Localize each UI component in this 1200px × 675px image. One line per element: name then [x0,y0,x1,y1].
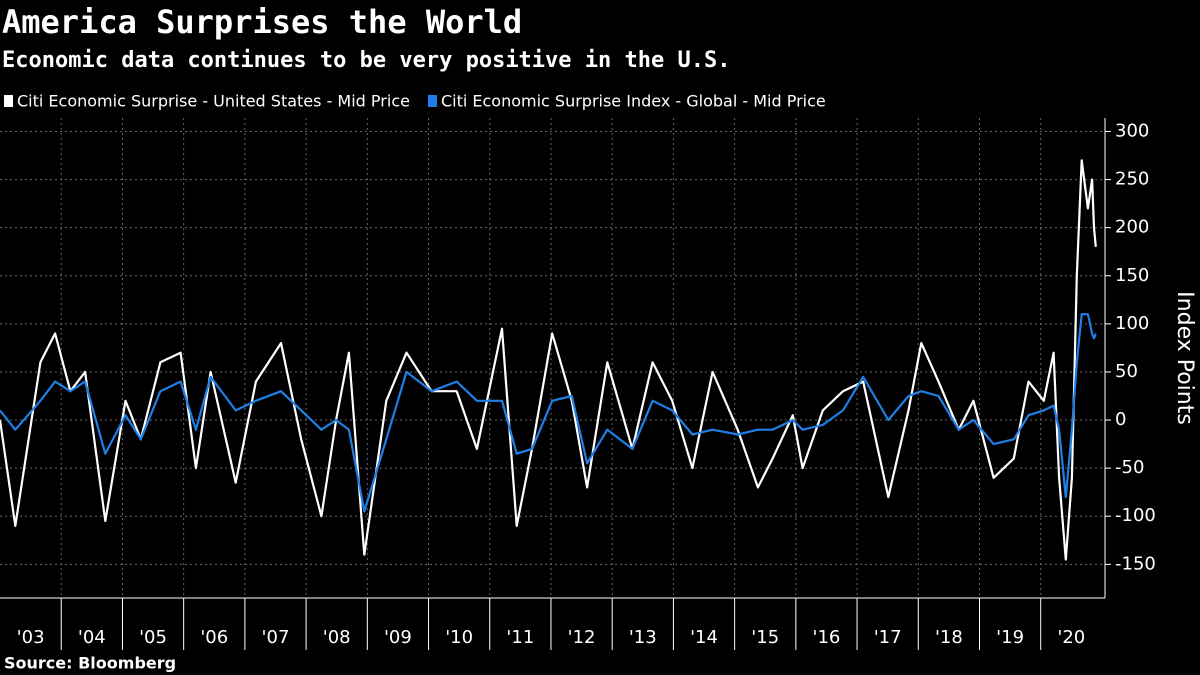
x-tick-label: '20 [1057,627,1085,648]
legend-label: Citi Economic Surprise - United States -… [17,92,410,111]
legend-swatch [4,95,13,107]
x-tick-label: '03 [17,627,45,648]
y-tick-label: 0 [1115,409,1126,430]
y-axis-label: Index Points [1172,291,1197,425]
y-tick-label: -150 [1115,553,1156,574]
y-tick-label: -100 [1115,505,1156,526]
y-tick-label: 300 [1115,120,1149,141]
x-tick-label: '13 [629,627,657,648]
x-tick-label: '14 [690,627,718,648]
source: Source: Bloomberg [4,654,176,673]
x-tick-label: '12 [568,627,596,648]
y-tick-label: 100 [1115,313,1149,334]
x-tick-label: '04 [78,627,106,648]
y-tick-label: -50 [1115,457,1144,478]
x-tick-label: '09 [384,627,412,648]
y-tick-label: 150 [1115,265,1149,286]
y-tick-label: 200 [1115,217,1149,238]
x-tick-label: '18 [935,627,963,648]
chart-title: America Surprises the World [2,3,522,41]
x-tick-label: '15 [751,627,779,648]
x-tick-label: '05 [139,627,167,648]
legend-label: Citi Economic Surprise Index - Global - … [441,92,826,111]
x-tick-label: '06 [200,627,228,648]
series-line [0,159,1097,561]
x-tick-label: '17 [874,627,902,648]
x-tick-label: '19 [996,627,1024,648]
x-tick-label: '11 [506,627,534,648]
legend-swatch [427,95,437,107]
chart-subtitle: Economic data continues to be very posit… [2,48,730,73]
x-tick-label: '07 [262,627,290,648]
x-tick-label: '16 [813,627,841,648]
series-line [0,313,1097,513]
x-tick-label: '08 [323,627,351,648]
y-tick-label: 50 [1115,361,1138,382]
y-tick-label: 250 [1115,169,1149,190]
x-tick-label: '10 [445,627,473,648]
